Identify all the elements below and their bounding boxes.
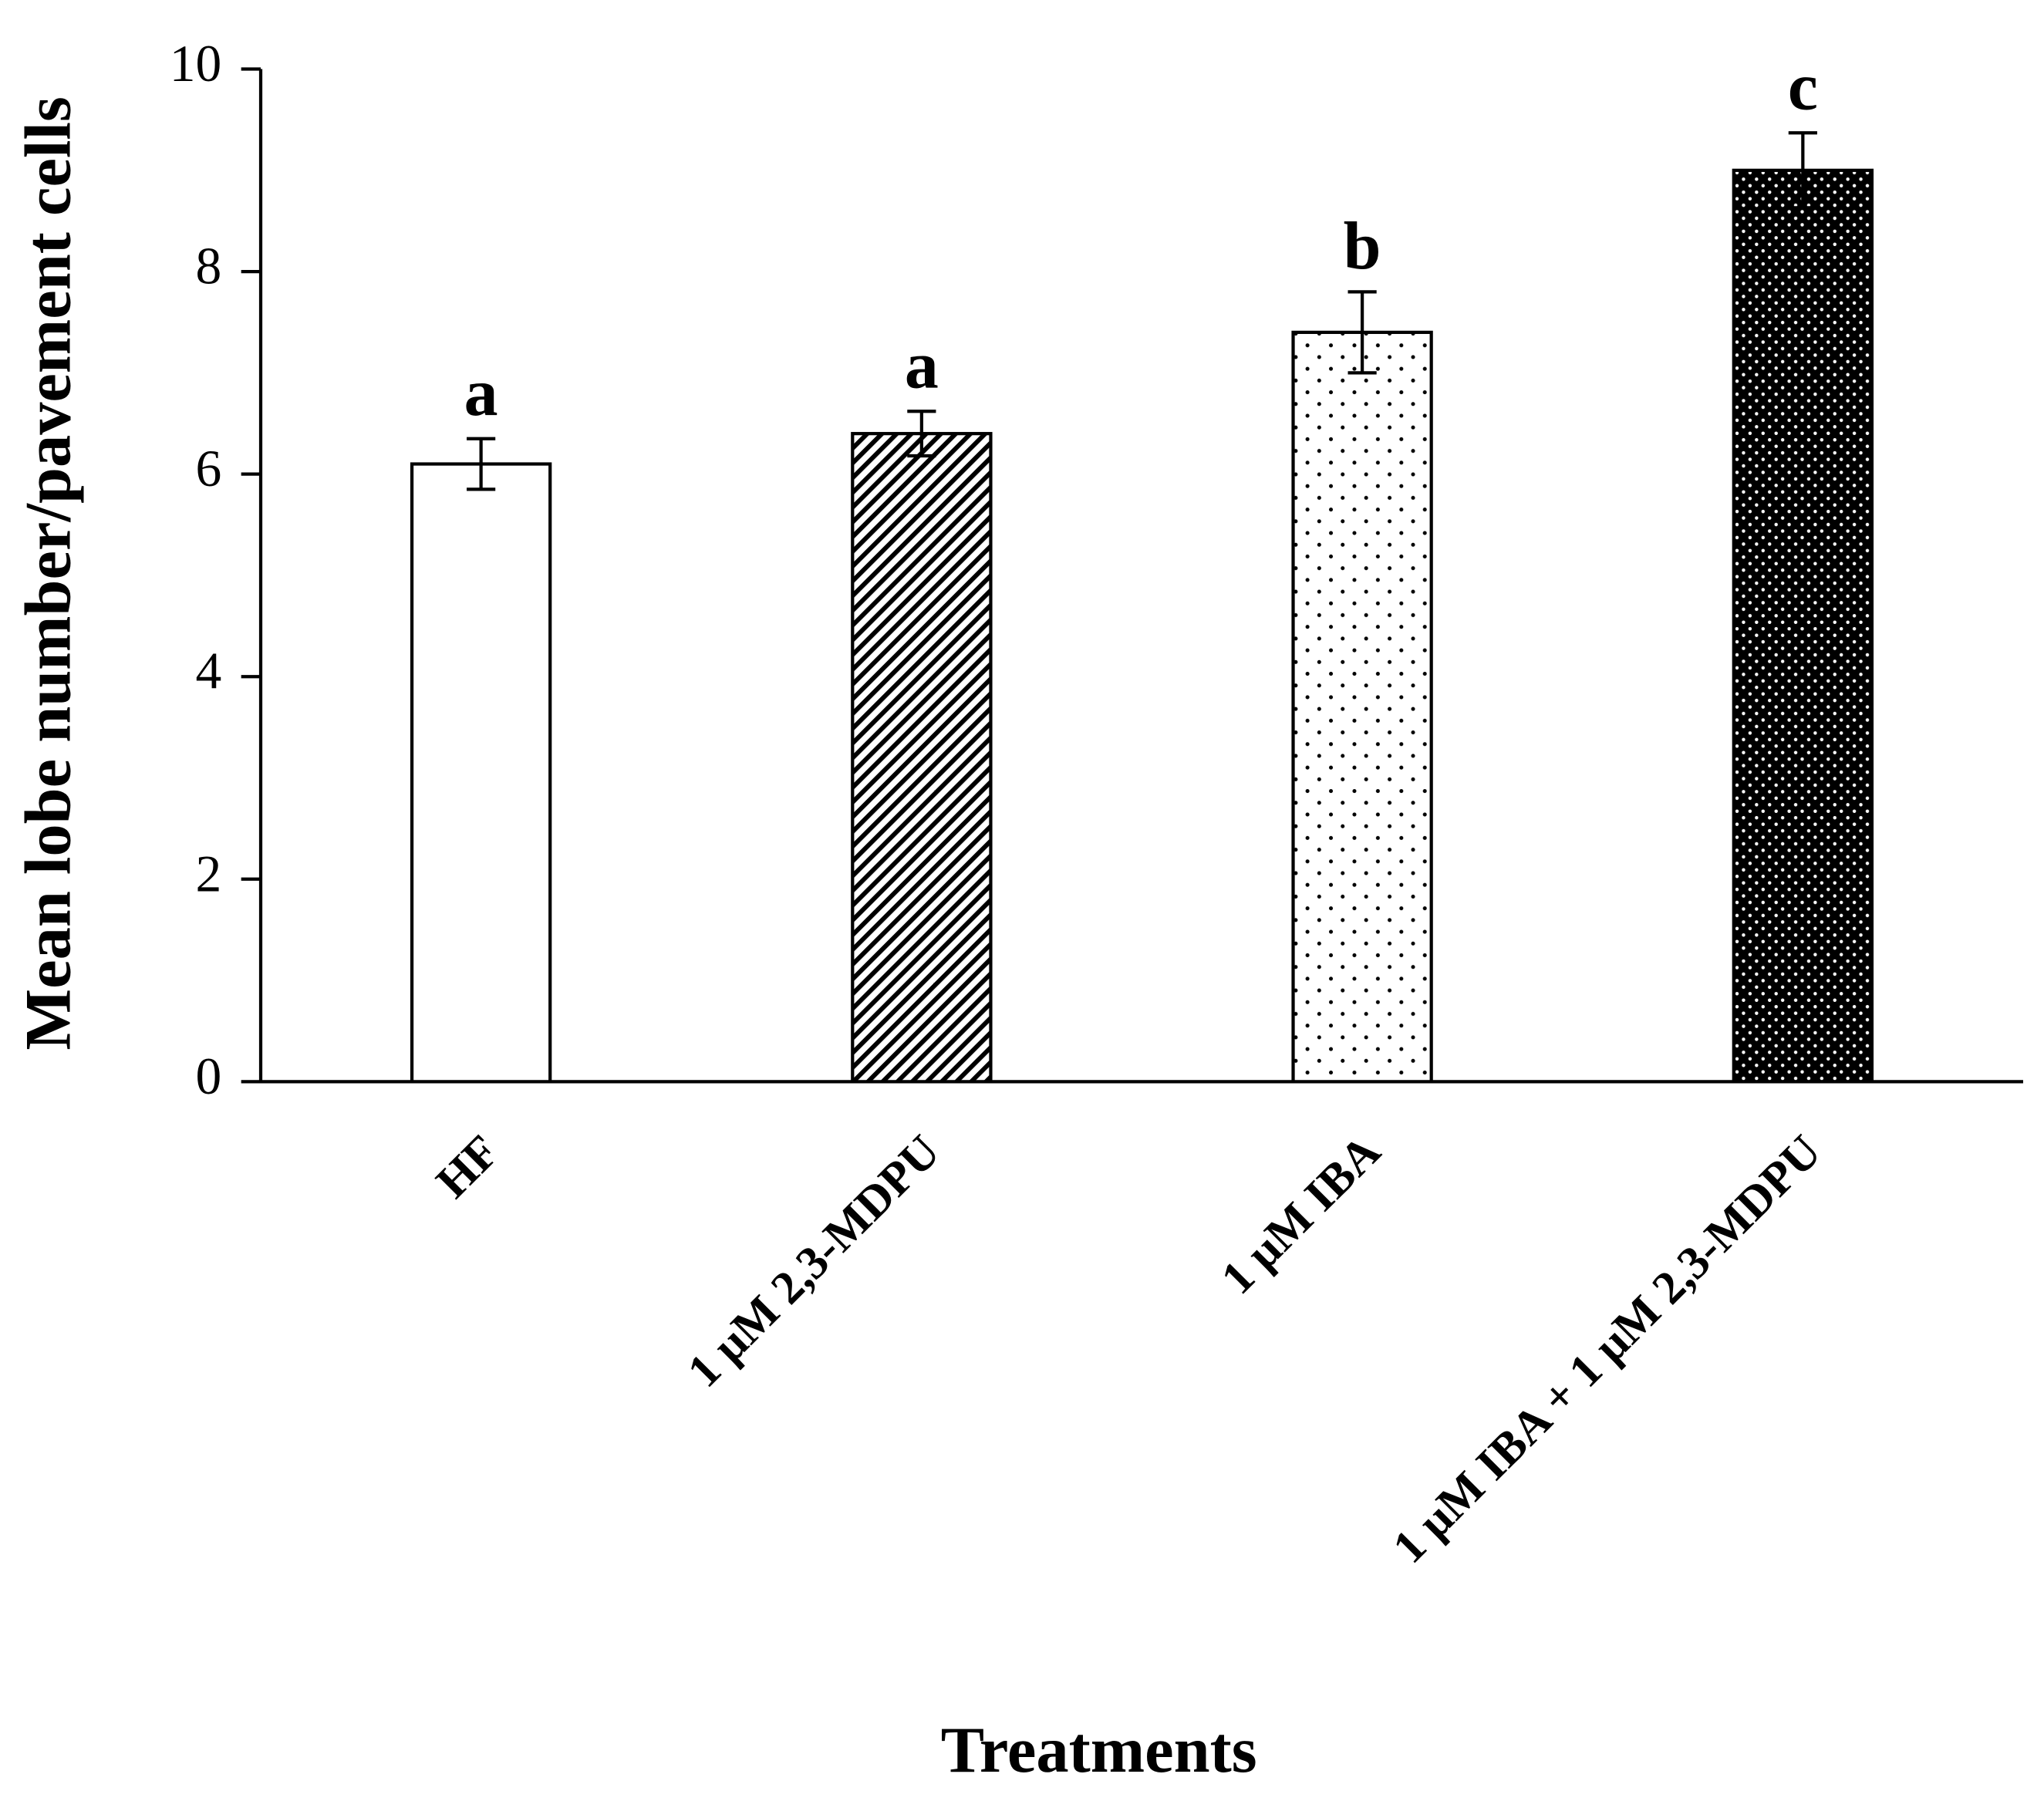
x-axis-title: Treatments (941, 1715, 1257, 1786)
significance-letter: c (1788, 50, 1818, 125)
x-tick-label: HF (427, 1125, 509, 1208)
x-tick-label: 1 μM IBA (1212, 1125, 1391, 1304)
significance-letter: a (464, 356, 498, 430)
significance-letter: b (1344, 209, 1381, 284)
x-tick-label: 1 μM 2,3-MDPU (678, 1125, 950, 1397)
bar (851, 432, 993, 1084)
y-tick-label: 4 (196, 642, 222, 700)
bar (410, 462, 552, 1084)
y-tick-label: 0 (196, 1047, 222, 1105)
y-tick-label: 8 (196, 238, 222, 295)
bar (1732, 168, 1874, 1084)
x-tick-label: 1 μM IBA + 1 μM 2,3-MDPU (1383, 1125, 1831, 1573)
significance-letter: a (905, 329, 939, 403)
y-tick-label: 10 (170, 35, 222, 93)
y-axis-title: Mean lobe number/pavement cells (12, 96, 84, 1050)
bar (1291, 330, 1433, 1084)
y-tick-label: 6 (196, 440, 222, 497)
y-tick-label: 2 (196, 845, 222, 902)
